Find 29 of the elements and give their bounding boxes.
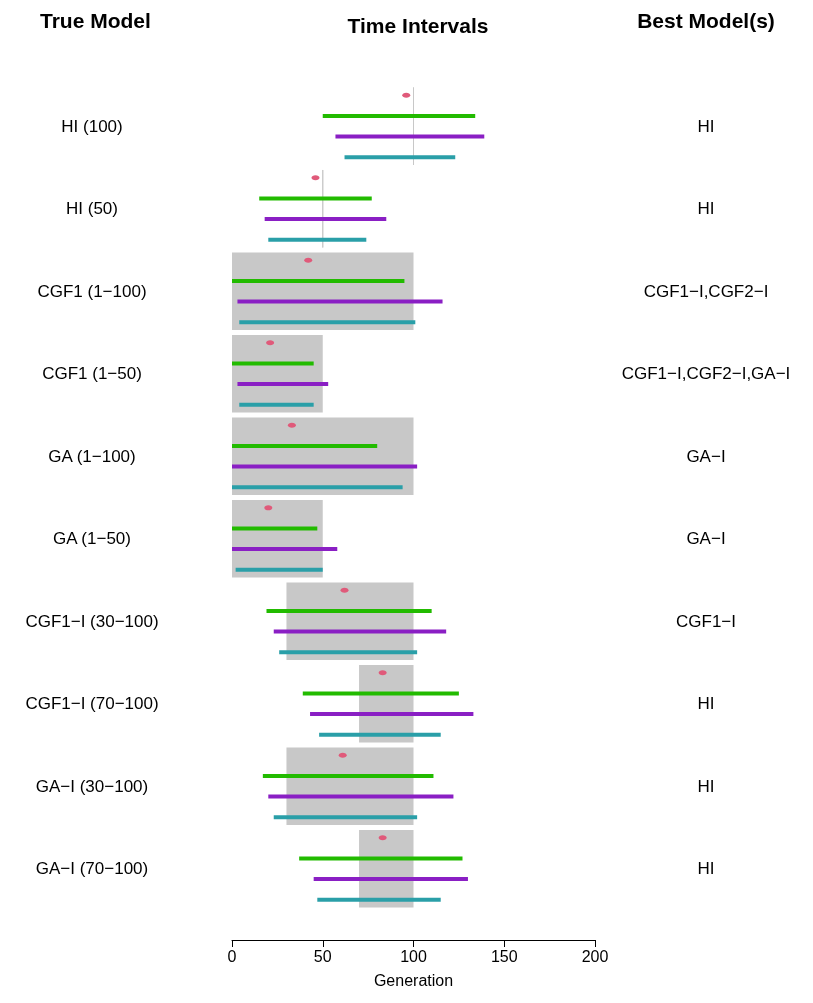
y-tick-label: CGF1 (1−100) — [37, 281, 147, 301]
y-tick-label: GA (1−100) — [48, 446, 136, 466]
x-tick-label: 100 — [400, 947, 427, 965]
y-tick-label: GA−I (30−100) — [35, 776, 149, 796]
text: CGF1−I,CGF2−I,GA−I — [621, 364, 791, 384]
y-tick-label: CGF1−I (30−100) — [25, 611, 159, 631]
y-tick-label: GA (1−50) — [53, 529, 131, 549]
text: Best Model(s) — [637, 9, 775, 32]
text: HI — [697, 776, 715, 796]
text: HI — [697, 199, 715, 219]
text: GA−I — [686, 446, 726, 466]
text: HI — [697, 116, 715, 136]
text: CGF1−I — [676, 611, 736, 631]
y-tick-label: CGF1 (1−50) — [42, 364, 142, 384]
text: HI — [697, 694, 715, 714]
y-tick-label: GA−I (70−100) — [35, 859, 149, 879]
y-tick-label: CGF1−I (70−100) — [25, 694, 159, 714]
x-tick-label: 150 — [490, 947, 518, 965]
y-axis-title: True Model — [40, 9, 151, 32]
x-tick-label: 50 — [313, 947, 332, 965]
y-tick-label: HI (100) — [61, 116, 123, 136]
chart-title: Time Intervals — [347, 14, 489, 37]
text: CGF1−I,CGF2−I — [643, 281, 769, 301]
x-axis-title: Generation — [373, 971, 454, 989]
x-tick-label: 200 — [581, 947, 609, 965]
text: GA−I — [686, 529, 726, 549]
y-tick-label: HI (50) — [66, 199, 118, 219]
x-tick-label: 0 — [227, 947, 237, 965]
text: HI — [697, 859, 715, 879]
